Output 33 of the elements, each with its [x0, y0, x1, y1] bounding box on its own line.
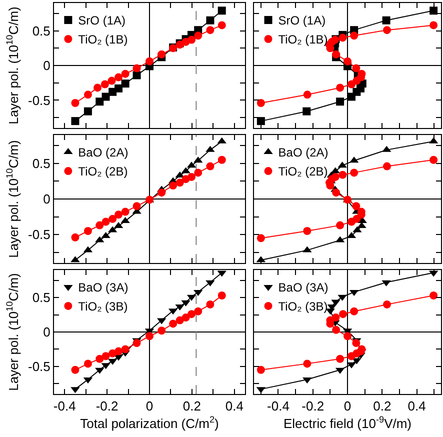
y-tick-label: 0.5	[32, 290, 50, 306]
legend-label: TiO₂ (3B)	[278, 300, 328, 314]
legend-label: SrO (1A)	[278, 14, 326, 28]
x-tick-label: 0	[344, 398, 352, 414]
legend-label: TiO₂ (2B)	[278, 164, 328, 179]
x-tick-label: -0.2	[96, 398, 118, 414]
y-tick-label: 0	[43, 324, 50, 340]
legend-label: TiO₂ (1B)	[278, 32, 328, 47]
legend-label: TiO₂ (1B)	[78, 32, 128, 47]
x-tick-label: -0.4	[267, 398, 290, 414]
x-axis-title: Total polarization (C/m$^{2}$)	[80, 414, 219, 432]
y-tick-label: 0	[43, 192, 50, 207]
legend-label: BaO (3A)	[278, 280, 328, 295]
x-tick-label: 0.2	[373, 398, 392, 414]
y-tick-label: -0.5	[28, 92, 50, 108]
x-tick-label: 0.4	[408, 398, 426, 414]
y-tick-label: -0.5	[28, 227, 50, 242]
legend-label: TiO₂ (2B)	[78, 164, 128, 179]
x-tick-label: 0.2	[182, 398, 201, 414]
x-axis-title: Electric field (10$^{-9}$V/m)	[283, 414, 412, 432]
legend-label: TiO₂ (3B)	[78, 300, 128, 314]
x-tick-label: 0	[146, 398, 154, 414]
y-tick-label: 0	[43, 58, 50, 74]
x-tick-label: -0.4	[53, 398, 76, 414]
x-tick-label: -0.2	[302, 398, 324, 414]
legend-label: BaO (2A)	[278, 146, 328, 160]
legend-label: SrO (1A)	[78, 14, 126, 28]
y-tick-label: 0.5	[32, 156, 50, 171]
legend-label: BaO (2A)	[78, 146, 128, 160]
y-tick-label: -0.5	[28, 358, 50, 374]
x-tick-label: 0.4	[225, 398, 244, 414]
legend-label: BaO (3A)	[78, 280, 128, 295]
y-tick-label: 0.5	[32, 23, 50, 38]
